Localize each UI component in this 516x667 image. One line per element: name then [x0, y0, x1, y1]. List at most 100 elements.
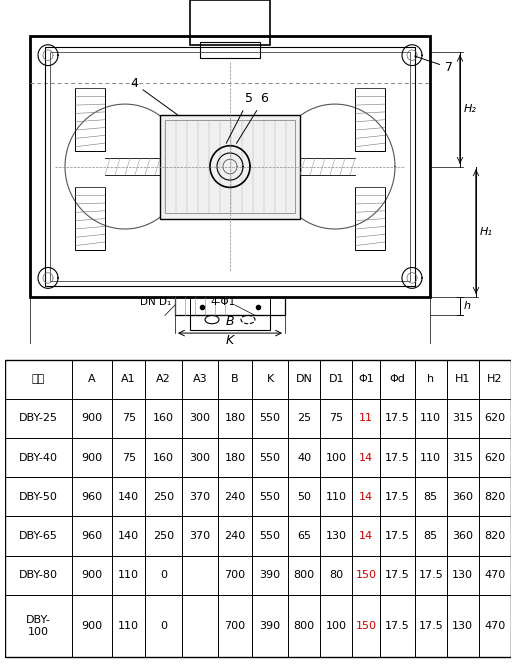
- Text: 160: 160: [153, 452, 174, 462]
- Text: 820: 820: [484, 531, 506, 541]
- Text: 110: 110: [118, 570, 139, 580]
- Text: 180: 180: [224, 414, 246, 424]
- Text: B: B: [231, 374, 239, 384]
- Text: 0: 0: [160, 570, 167, 580]
- Text: 85: 85: [424, 492, 438, 502]
- Bar: [45, 47, 415, 286]
- Bar: [50, 52, 410, 281]
- Text: 250: 250: [153, 531, 174, 541]
- Text: 50: 50: [297, 492, 311, 502]
- Text: H1: H1: [455, 374, 471, 384]
- Text: 75: 75: [122, 452, 136, 462]
- Text: 140: 140: [118, 531, 139, 541]
- Text: 110: 110: [326, 492, 347, 502]
- Text: 65: 65: [297, 531, 311, 541]
- Text: 550: 550: [260, 531, 281, 541]
- Text: 820: 820: [484, 492, 506, 502]
- Text: 315: 315: [452, 452, 473, 462]
- Bar: [160, 115, 300, 219]
- Bar: [165, 119, 295, 213]
- Text: DBY-40: DBY-40: [19, 452, 58, 462]
- Text: 14: 14: [359, 531, 373, 541]
- Bar: [75, 187, 105, 250]
- Text: 360: 360: [452, 531, 473, 541]
- Text: 100: 100: [326, 452, 347, 462]
- Text: 80: 80: [329, 570, 344, 580]
- Text: 130: 130: [452, 621, 473, 631]
- Bar: [200, 41, 260, 58]
- Text: K: K: [266, 374, 273, 384]
- Text: 960: 960: [82, 531, 103, 541]
- Text: 470: 470: [484, 621, 506, 631]
- Text: 550: 550: [260, 414, 281, 424]
- Text: A: A: [88, 374, 96, 384]
- Bar: [75, 89, 105, 151]
- Text: 300: 300: [190, 414, 211, 424]
- Text: A2: A2: [156, 374, 171, 384]
- Text: DBY-50: DBY-50: [19, 492, 58, 502]
- Text: Φ1: Φ1: [358, 374, 374, 384]
- Text: 620: 620: [484, 452, 505, 462]
- Text: 360: 360: [452, 492, 473, 502]
- Text: 5: 5: [227, 93, 253, 143]
- Text: 110: 110: [118, 621, 139, 631]
- Text: 240: 240: [224, 531, 246, 541]
- Bar: [355, 89, 385, 151]
- Text: 6: 6: [236, 93, 268, 143]
- Text: DBY-65: DBY-65: [19, 531, 58, 541]
- Text: 900: 900: [82, 570, 103, 580]
- Text: 240: 240: [224, 492, 246, 502]
- Text: 900: 900: [82, 452, 103, 462]
- Text: 900: 900: [82, 414, 103, 424]
- Bar: [175, 297, 285, 315]
- Text: 550: 550: [260, 492, 281, 502]
- Text: 40: 40: [297, 452, 311, 462]
- Text: 315: 315: [452, 414, 473, 424]
- Text: 300: 300: [190, 452, 211, 462]
- Text: DBY-80: DBY-80: [19, 570, 58, 580]
- Text: A1: A1: [121, 374, 136, 384]
- Text: H₁: H₁: [480, 227, 493, 237]
- Text: DN D₁: DN D₁: [140, 297, 171, 307]
- Text: 17.5: 17.5: [418, 570, 443, 580]
- Text: B: B: [225, 315, 234, 327]
- Text: 150: 150: [356, 621, 377, 631]
- Text: 130: 130: [326, 531, 347, 541]
- Text: 110: 110: [420, 414, 441, 424]
- Text: 390: 390: [260, 570, 281, 580]
- Text: DN: DN: [296, 374, 313, 384]
- Text: 180: 180: [224, 452, 246, 462]
- Text: 620: 620: [484, 414, 505, 424]
- Text: 75: 75: [329, 414, 344, 424]
- Text: K: K: [226, 334, 234, 346]
- Text: 370: 370: [189, 531, 211, 541]
- Bar: [190, 0, 270, 45]
- Text: 17.5: 17.5: [385, 452, 410, 462]
- Text: 17.5: 17.5: [385, 531, 410, 541]
- Text: DBY-25: DBY-25: [19, 414, 58, 424]
- Text: 250: 250: [153, 492, 174, 502]
- Text: 85: 85: [424, 531, 438, 541]
- Text: 470: 470: [484, 570, 506, 580]
- Text: 150: 150: [356, 570, 377, 580]
- Bar: [30, 37, 430, 297]
- Text: 7: 7: [415, 56, 453, 74]
- Text: A3: A3: [193, 374, 207, 384]
- Text: 14: 14: [359, 452, 373, 462]
- Bar: [190, 315, 270, 330]
- Text: 900: 900: [82, 621, 103, 631]
- Text: 4: 4: [130, 77, 178, 115]
- Text: 4-Φ1: 4-Φ1: [210, 297, 235, 307]
- Text: H2: H2: [487, 374, 503, 384]
- Bar: [355, 187, 385, 250]
- Text: 11: 11: [359, 414, 373, 424]
- Text: 370: 370: [189, 492, 211, 502]
- Text: 800: 800: [294, 621, 315, 631]
- Text: 700: 700: [224, 570, 246, 580]
- Text: 550: 550: [260, 452, 281, 462]
- Text: 700: 700: [224, 621, 246, 631]
- Text: 17.5: 17.5: [385, 570, 410, 580]
- Text: 17.5: 17.5: [385, 414, 410, 424]
- Text: 160: 160: [153, 414, 174, 424]
- Text: 800: 800: [294, 570, 315, 580]
